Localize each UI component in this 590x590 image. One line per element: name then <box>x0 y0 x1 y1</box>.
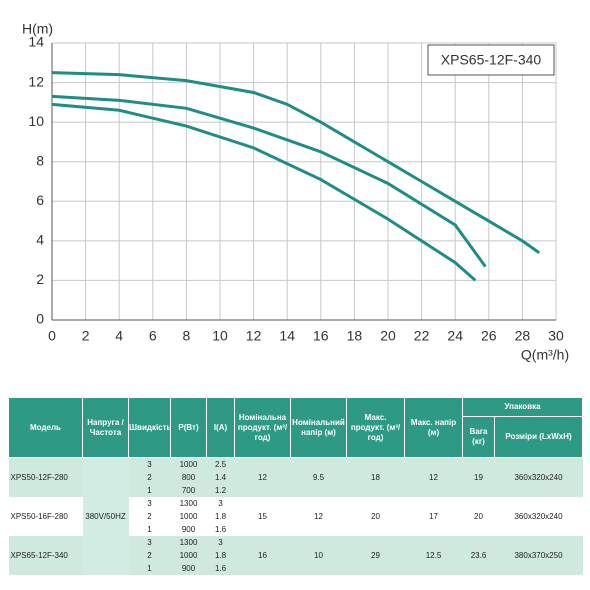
header-cell: Макс. продукт. (м³/год) <box>346 397 405 458</box>
curve <box>51 94 487 268</box>
speed-cell: 3 <box>128 497 171 510</box>
header-cell: I(A) <box>206 397 235 458</box>
x-tick-label: 26 <box>481 328 497 344</box>
x-tick-label: 18 <box>347 328 363 344</box>
weight-cell: 20 <box>462 497 495 536</box>
speed-cell: 2 <box>128 471 171 484</box>
model-cell: XPS50-16F-280 <box>8 497 83 536</box>
x-tick-label: 12 <box>246 328 262 344</box>
x-tick-label: 30 <box>548 328 564 344</box>
header-cell: P(Вт) <box>170 397 207 458</box>
y-tick-label: 10 <box>28 113 44 129</box>
voltage-cell: 380V/50HZ <box>82 457 129 575</box>
model-cell: XPS50-12F-280 <box>8 457 83 497</box>
current-cell: 1.6 <box>206 523 235 536</box>
header-cell: Упаковка <box>461 397 584 417</box>
power-cell: 1000 <box>170 510 207 523</box>
dims-cell: 380x370x250 <box>494 536 583 575</box>
y-tick-label: 6 <box>36 192 44 208</box>
annotation: XPS65-12F-340 <box>441 52 542 68</box>
curve <box>51 102 477 282</box>
current-cell: 2.5 <box>206 457 235 471</box>
current-cell: 1.8 <box>206 510 235 523</box>
nominal-flow-cell: 15 <box>234 497 291 536</box>
dims-cell: 360x320x240 <box>494 457 583 497</box>
speed-cell: 3 <box>128 457 171 471</box>
speed-cell: 3 <box>128 536 171 549</box>
x-tick-label: 6 <box>149 328 157 344</box>
nominal-flow-cell: 12 <box>234 457 291 497</box>
speed-cell: 2 <box>128 510 171 523</box>
power-cell: 700 <box>170 484 207 497</box>
weight-cell: 23.6 <box>462 536 495 575</box>
weight-cell: 19 <box>462 457 495 497</box>
x-tick-label: 14 <box>279 328 295 344</box>
current-cell: 3 <box>206 497 235 510</box>
current-cell: 3 <box>206 536 235 549</box>
current-cell: 1.8 <box>206 549 235 562</box>
header-cell: Номінальна продукт. (м³/год) <box>234 397 291 458</box>
speed-cell: 2 <box>128 549 171 562</box>
power-cell: 1300 <box>170 536 207 549</box>
annotation-box <box>427 44 555 76</box>
x-tick-label: 28 <box>515 328 531 344</box>
header-cell: Макс. напір (м) <box>404 397 463 458</box>
power-cell: 900 <box>170 562 207 575</box>
nominal-head-cell: 9.5 <box>290 457 347 497</box>
max-head-cell: 17 <box>404 497 463 536</box>
y-tick-label: 2 <box>36 271 44 287</box>
spec-table: Модель Напруга /Частота Швидкість P(Вт) I(A)… <box>8 397 584 575</box>
speed-cell: 1 <box>128 484 171 497</box>
power-cell: 800 <box>170 471 207 484</box>
x-axis-label: Q(m³/h) <box>521 347 569 363</box>
current-cell: 1.2 <box>206 484 235 497</box>
x-tick-label: 10 <box>212 328 228 344</box>
speed-cell: 1 <box>128 523 171 536</box>
header-cell: Модель <box>8 397 83 458</box>
max-flow-cell: 29 <box>346 536 405 575</box>
y-tick-label: 14 <box>28 34 44 50</box>
power-cell: 900 <box>170 523 207 536</box>
curve <box>51 71 541 254</box>
x-tick-label: 2 <box>82 328 90 344</box>
nominal-head-cell: 12 <box>290 497 347 536</box>
y-tick-label: 0 <box>36 311 44 327</box>
header-cell: Швидкість <box>128 397 171 458</box>
x-tick-label: 24 <box>447 328 463 344</box>
speed-cell: 1 <box>128 562 171 575</box>
x-tick-label: 4 <box>115 328 123 344</box>
model-cell: XPS65-12F-340 <box>8 536 83 575</box>
current-cell: 1.4 <box>206 471 235 484</box>
nominal-head-cell: 10 <box>290 536 347 575</box>
x-tick-label: 20 <box>380 328 396 344</box>
power-cell: 1000 <box>170 457 207 471</box>
current-cell: 1.6 <box>206 562 235 575</box>
y-tick-label: 4 <box>36 232 44 248</box>
header-cell: Напруга /Частота <box>82 397 129 458</box>
max-head-cell: 12.5 <box>404 536 463 575</box>
dims-cell: 360x320x240 <box>494 497 583 536</box>
y-tick-label: 12 <box>28 73 44 89</box>
x-tick-label: 8 <box>183 328 191 344</box>
header-cell: Розміри (LxWxH) <box>493 416 584 458</box>
x-tick-label: 0 <box>48 328 56 344</box>
max-head-cell: 12 <box>404 457 463 497</box>
x-tick-label: 22 <box>414 328 430 344</box>
header-cell: Номінальний напір (м) <box>290 397 347 458</box>
max-flow-cell: 18 <box>346 457 405 497</box>
nominal-flow-cell: 16 <box>234 536 291 575</box>
x-tick-label: 16 <box>313 328 329 344</box>
header-cell: Вага (кг) <box>462 416 495 458</box>
y-axis-label: H(m) <box>22 21 53 37</box>
max-flow-cell: 20 <box>346 497 405 536</box>
y-tick-label: 8 <box>36 152 44 168</box>
power-cell: 1300 <box>170 497 207 510</box>
power-cell: 1000 <box>170 549 207 562</box>
